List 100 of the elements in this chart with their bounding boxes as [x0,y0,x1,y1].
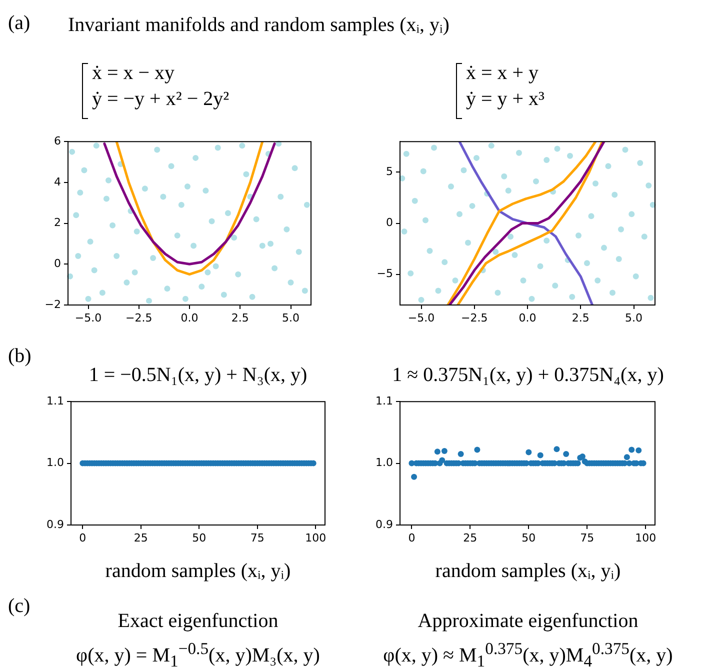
point [641,234,648,240]
point [81,167,88,174]
point [124,280,130,286]
point [448,184,454,190]
point [442,259,448,266]
point [452,277,458,284]
y-tick-label: 1.1 [46,394,64,408]
point [426,248,433,254]
point [103,196,110,202]
point [552,282,558,289]
point [610,290,616,296]
point [198,284,205,290]
point [106,177,112,184]
point [601,244,607,251]
point [212,263,219,270]
point [520,277,526,284]
x-tick-label: 25 [463,531,478,544]
chart-title: 1 = −0.5N₁(x, y) + N₃(x, y) [88,363,308,388]
y-tick-label: 0.9 [376,518,393,531]
point [492,248,499,255]
point [422,217,428,224]
point [618,226,624,232]
point [569,294,576,300]
point [239,142,246,149]
y-tick-label: 0 [386,216,393,230]
point [190,242,197,249]
x-tick-label: 2.5 [572,311,590,324]
y-tick-label: 6 [54,134,61,148]
point [420,168,426,174]
point [622,146,628,153]
point [168,163,174,170]
point [85,296,92,302]
point [243,171,250,178]
x-tick-label: 0 [79,531,86,544]
chart-subtitle: ẋ = x − xy ẏ = −y + x² − 2y² [92,61,230,112]
point [99,290,106,296]
point [87,238,94,245]
point [231,234,238,241]
point [412,198,418,204]
point [594,277,601,284]
y-tick-label: 2 [54,216,61,230]
chart-title: 1 ≈ 0.375N₁(x, y) + 0.375N₄(x, y) [392,363,664,388]
point [516,150,522,156]
point [296,248,302,255]
point [154,146,160,153]
point [235,271,242,278]
point [592,180,598,186]
text: (c) [8,594,30,619]
point [184,184,190,190]
point [278,194,284,200]
point [567,152,573,159]
point [605,163,612,170]
point [456,211,462,218]
x-tick-label: 0.0 [518,311,536,324]
point [292,165,298,172]
x-tick-label: 0.0 [180,311,198,324]
point [418,296,424,303]
point [469,202,476,209]
point [93,142,100,149]
point [408,270,414,276]
x-tick-label: 5.0 [282,311,300,324]
point [465,240,471,246]
x-tick-label: 75 [250,531,264,544]
x-tick-label: 100 [635,531,656,544]
point [192,154,199,161]
point [554,146,560,152]
point [544,156,550,163]
y-tick-label: −5 [376,267,393,280]
point [134,228,140,234]
point [114,252,120,259]
point [174,232,180,239]
point [505,188,512,194]
point [214,144,221,151]
x-tick-label: −2.5 [126,311,152,324]
text: (a) [8,11,30,36]
point [488,142,494,149]
text: φ(x, y) ≈ M$_{1}$$^{0.375}$(x, y)M$_{4}$$^{0.375}$(x, y) [383,638,673,669]
x-tick-label: −2.5 [461,311,488,324]
point [202,188,209,194]
x-axis-title: random samples (xᵢ, yᵢ) [105,559,291,584]
point [91,267,98,274]
x-tick-label: −5.0 [408,311,435,324]
point [494,290,501,296]
point [268,240,274,247]
point [132,269,138,276]
point [616,256,622,262]
point [501,173,508,180]
y-tick-label: −2 [44,298,61,311]
chart-subtitle: ẋ = x + y ẏ = y + x³ [466,61,545,112]
point [544,238,550,244]
x-tick-label: 0 [408,531,416,544]
point [584,260,590,266]
point [178,202,184,208]
y-tick-label: 1.0 [376,456,393,470]
point [272,265,278,272]
point [646,182,652,189]
point [208,218,215,224]
point [632,273,639,280]
point [253,216,260,222]
point [533,178,539,184]
